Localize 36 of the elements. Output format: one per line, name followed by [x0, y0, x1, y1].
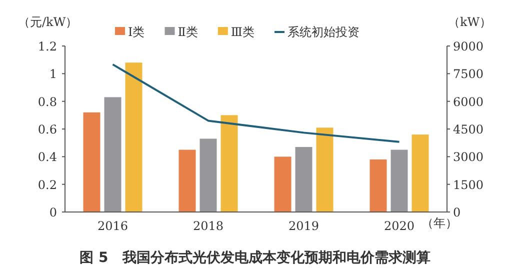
y-tick-label: 0.4: [38, 150, 58, 164]
legend-label: Ⅱ类: [178, 25, 198, 39]
bar: [390, 150, 408, 212]
bar: [274, 156, 292, 212]
x-tick-label: 2020: [384, 219, 415, 233]
bar: [104, 97, 122, 212]
bar: [295, 146, 312, 212]
y2-axis-title: （kW）: [448, 15, 492, 29]
legend-label: Ⅲ类: [230, 25, 254, 39]
x-tick-label: 2018: [192, 219, 224, 233]
y2-tick-label: 3000: [453, 150, 484, 164]
y2-tick-label: 4500: [453, 122, 484, 136]
x-tick-label: 2019: [288, 219, 320, 233]
bar: [125, 62, 142, 212]
y-tick-label: 1: [49, 67, 57, 82]
y2-tick-label: 9000: [453, 40, 484, 54]
y-tick-label: 0.2: [38, 178, 57, 192]
y-axis-title: （元/kW）: [18, 15, 78, 29]
y-tick-label: 0.8: [38, 94, 57, 109]
x-tick-label: 2016: [97, 219, 128, 233]
legend-label: 系统初始投资: [287, 25, 360, 39]
bar: [220, 115, 238, 212]
bar: [316, 128, 334, 212]
y-tick-label: 1.2: [38, 40, 57, 54]
y2-tick-label: 7500: [453, 67, 484, 82]
bar: [370, 159, 387, 212]
bar: [178, 150, 196, 212]
bar: [412, 134, 429, 212]
bar: [200, 138, 217, 212]
bar: [83, 112, 100, 212]
text: 图 5 我国分布式光伏发电成本变化预期和电价需求测算: [80, 249, 430, 266]
legend-label: Ⅰ类: [128, 25, 145, 39]
y-tick-label: 0: [49, 206, 57, 220]
y2-tick-label: 6000: [453, 94, 484, 109]
y-tick-label: 0.6: [38, 122, 57, 136]
y2-tick-label: 1500: [453, 178, 484, 192]
